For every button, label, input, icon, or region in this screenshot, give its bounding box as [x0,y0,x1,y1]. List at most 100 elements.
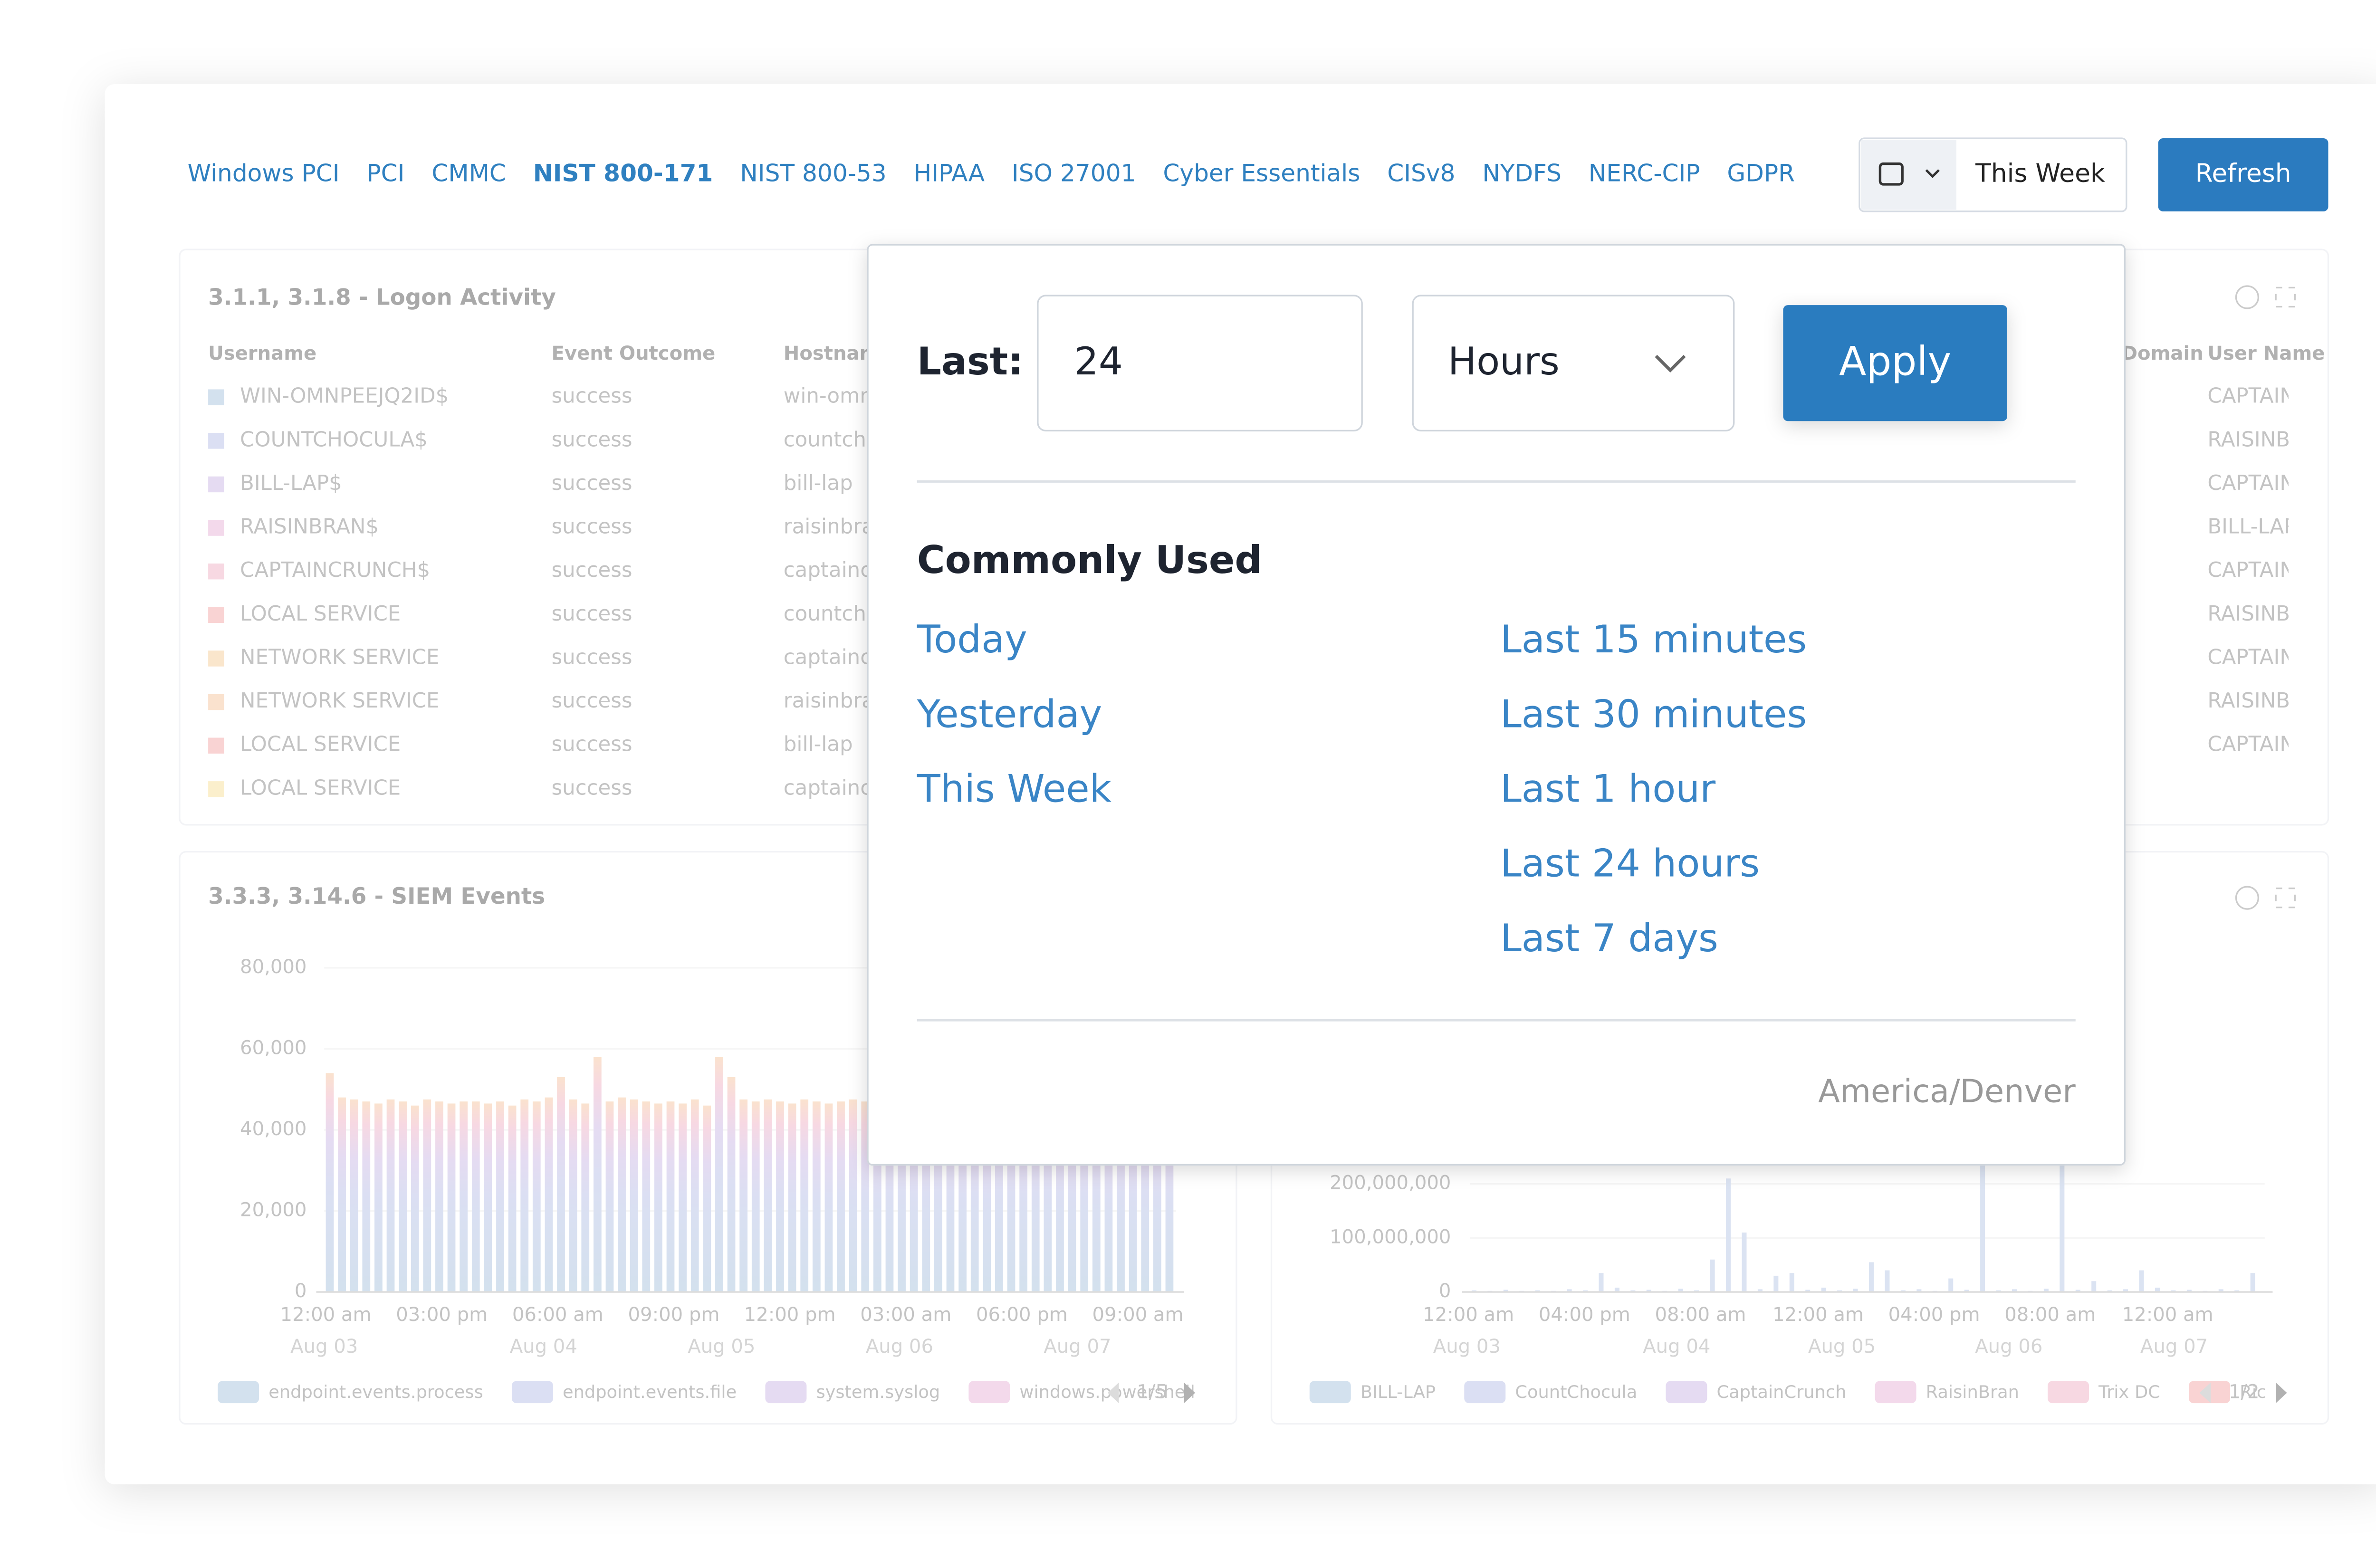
bar [496,1101,504,1292]
tab[interactable]: NIST 800-53 [740,159,886,187]
legend-label[interactable]: CountChocula [1515,1382,1637,1402]
bar [824,1103,833,1292]
bar [1789,1273,1794,1292]
bar [2139,1270,2144,1292]
legend-swatch[interactable] [2048,1381,2089,1404]
bar [654,1103,662,1292]
bar [471,1101,480,1292]
legend-swatch[interactable] [1666,1381,1707,1404]
bar [1948,1278,1954,1292]
quick-option[interactable]: Last 30 minutes [1500,692,1807,736]
legend-label[interactable]: Trix DC [2098,1382,2160,1402]
calendar-button[interactable] [1861,140,1956,210]
legend-label[interactable]: system.syslog [816,1382,940,1402]
bar [435,1101,443,1292]
quick-option[interactable]: Yesterday [917,692,1102,736]
legend-swatch[interactable] [968,1381,1010,1404]
x-date-label: Aug 03 [290,1336,358,1358]
bar [1869,1262,1874,1292]
pager: 1/2 [2229,1381,2260,1403]
refresh-button[interactable] [2158,138,2328,211]
y-tick-label: 100,000,000 [1330,1226,1451,1248]
bar [508,1105,517,1292]
bar [1742,1232,1747,1292]
tab[interactable]: HIPAA [914,159,985,187]
unit-select[interactable] [1412,295,1735,432]
legend-label[interactable]: windows.powershell [1019,1382,1195,1402]
quick-option[interactable]: Today [917,617,1027,661]
bar [1773,1275,1779,1292]
legend-swatch[interactable] [511,1381,553,1404]
username: RAISINBRAN$ [240,515,379,539]
pager: 1/5 [1137,1381,1168,1403]
tab[interactable]: PCI [366,159,404,187]
bar [350,1099,358,1292]
bar [1964,1290,1969,1292]
prev-arrow[interactable] [1108,1382,1119,1404]
x-date-label: Aug 04 [1643,1336,1710,1358]
legend-swatch[interactable] [218,1381,259,1404]
bar [1678,1289,1683,1292]
quick-option[interactable]: Last 1 hour [1500,767,1715,811]
x-tick-label: 06:00 am [512,1304,604,1326]
quick-option[interactable]: Last 24 hours [1500,841,1760,886]
x-tick-label: 04:00 pm [1539,1304,1630,1326]
column-header: User Name [2207,343,2325,364]
bar [581,1103,590,1292]
prev-arrow[interactable] [2199,1382,2211,1404]
tab[interactable]: CMMC [431,159,506,187]
legend-swatch[interactable] [1309,1381,1351,1404]
apply-button[interactable] [1783,305,2007,421]
bar [399,1101,407,1292]
legend-label[interactable]: BILL-LAP [1360,1382,1436,1402]
x-date-label: Aug 04 [510,1336,577,1358]
legend-label[interactable]: endpoint.events.process [268,1382,483,1402]
tabs: Windows PCI PCI CMMC NIST 800-171 NIST 800-5… [188,159,1795,187]
tab[interactable]: NERC-CIP [1589,159,1700,187]
legend-swatch[interactable] [1875,1381,1916,1404]
panel-title: 3.1.1, 3.1.8 - Logon Activity [208,285,556,310]
amount-value: 24 [1074,339,1123,383]
legend-label[interactable]: Ric [2240,1382,2266,1402]
username: WIN-OMNPEEJQ2ID$ [240,384,449,408]
tab[interactable]: NYDFS [1482,159,1562,187]
bar [1900,1290,1906,1292]
legend-label[interactable]: endpoint.events.file [563,1382,737,1402]
tab[interactable]: NIST 800-171 [533,159,713,187]
legend-label[interactable]: CaptainCrunch [1716,1382,1846,1402]
bar [1805,1290,1811,1292]
bar [1471,1290,1476,1292]
legend-swatch[interactable] [1464,1381,1506,1404]
outcome: success [552,733,632,756]
tab[interactable]: Cyber Essentials [1163,159,1360,187]
next-arrow[interactable] [2276,1382,2287,1404]
x-tick-label: 12:00 am [1423,1304,1514,1326]
next-arrow[interactable] [1184,1382,1195,1404]
y-tick-label: 60,000 [240,1037,307,1059]
row-swatch [208,476,224,493]
legend-label[interactable]: RaisinBran [1926,1382,2019,1402]
amount-input[interactable] [1037,295,1363,432]
x-tick-label: 03:00 pm [396,1304,488,1326]
username: COUNTCHOCULA$ [240,428,428,451]
tab[interactable]: ISO 27001 [1012,159,1136,187]
bar [2123,1289,2128,1292]
bar [2060,1157,2065,1292]
outcome: success [552,428,632,451]
tab[interactable]: Windows PCI [188,159,340,187]
y-tick-label: 0 [1439,1280,1451,1302]
bar [2075,1290,2080,1292]
bar [727,1077,736,1292]
quick-option[interactable]: Last 7 days [1500,916,1718,960]
tab[interactable]: CISv8 [1387,159,1455,187]
username: LOCAL SERVICE [240,733,401,756]
bar [374,1103,383,1292]
row-swatch [208,433,224,449]
quick-option[interactable]: Last 15 minutes [1500,617,1807,661]
tab[interactable]: GDPR [1727,159,1795,187]
x-date-label: Aug 07 [1044,1336,1111,1358]
legend-swatch[interactable] [765,1381,807,1404]
quick-option[interactable]: This Week [917,767,1112,811]
outcome: success [552,602,632,626]
